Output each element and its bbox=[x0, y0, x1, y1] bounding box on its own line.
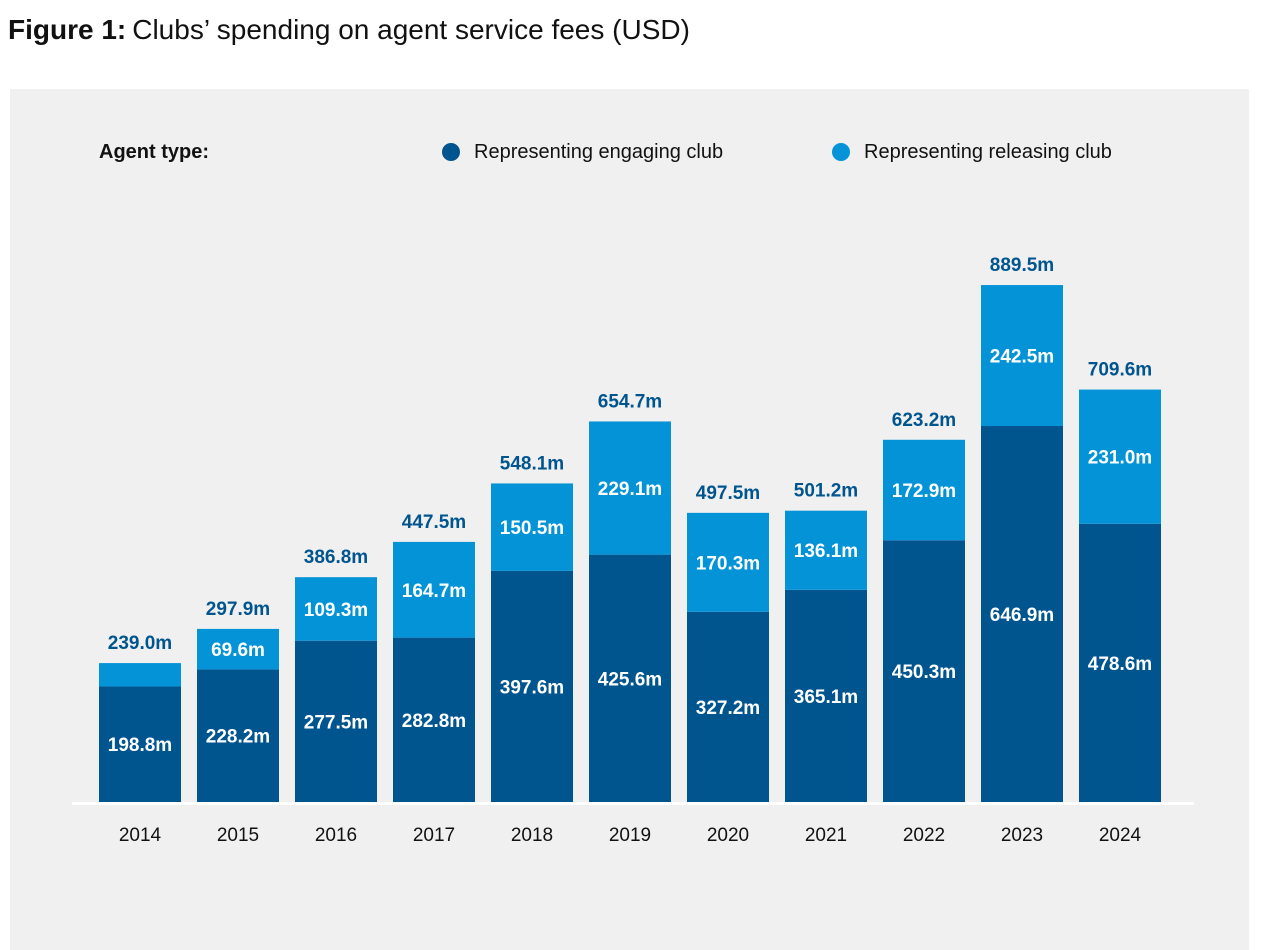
bar-releasing bbox=[491, 483, 573, 571]
bar-engaging bbox=[99, 686, 181, 802]
legend-swatch-releasing bbox=[832, 143, 850, 161]
bar-engaging bbox=[491, 570, 573, 802]
bar-releasing bbox=[687, 512, 769, 612]
bar-value-label: 109.3m bbox=[304, 600, 368, 621]
x-tick-label: 2016 bbox=[315, 825, 357, 846]
bar-releasing bbox=[589, 421, 671, 555]
bar-releasing bbox=[883, 439, 965, 541]
x-tick-label: 2021 bbox=[805, 825, 847, 846]
bar-releasing bbox=[295, 577, 377, 641]
bar-value-label: 646.9m bbox=[990, 605, 1054, 626]
bar-releasing bbox=[99, 663, 181, 687]
total-label: 623.2m bbox=[892, 410, 956, 431]
x-tick-label: 2020 bbox=[707, 825, 749, 846]
total-label: 654.7m bbox=[598, 391, 662, 412]
bar-value-label: 277.5m bbox=[304, 712, 368, 733]
bar-value-label: 450.3m bbox=[892, 662, 956, 683]
x-tick-label: 2017 bbox=[413, 825, 455, 846]
bar-value-label: 170.3m bbox=[696, 553, 760, 574]
figure-title: Figure 1: Clubs’ spending on agent servic… bbox=[8, 12, 690, 48]
bar-value-label: 164.7m bbox=[402, 581, 466, 602]
total-label: 497.5m bbox=[696, 483, 760, 504]
bar-engaging bbox=[981, 426, 1063, 802]
total-label: 239.0m bbox=[108, 633, 172, 654]
legend-label-engaging: Representing engaging club bbox=[474, 140, 724, 163]
bar-value-label: 231.0m bbox=[1088, 448, 1152, 469]
bar-value-label: 69.6m bbox=[211, 640, 265, 661]
bar-engaging bbox=[197, 669, 279, 802]
bar-value-label: 136.1m bbox=[794, 541, 858, 562]
bar-value-label: 397.6m bbox=[500, 677, 564, 698]
bar-value-label: 198.8m bbox=[108, 735, 172, 756]
x-tick-label: 2023 bbox=[1001, 825, 1043, 846]
figure-number: Figure 1: bbox=[8, 14, 127, 45]
legend-label-releasing: Representing releasing club bbox=[864, 140, 1112, 163]
bar-value-label: 478.6m bbox=[1088, 654, 1152, 675]
x-tick-label: 2022 bbox=[903, 825, 945, 846]
total-label: 447.5m bbox=[402, 512, 466, 533]
total-label: 548.1m bbox=[500, 453, 564, 474]
total-label: 297.9m bbox=[206, 599, 270, 620]
bar-engaging bbox=[785, 589, 867, 802]
bar-releasing bbox=[197, 628, 279, 670]
total-label: 889.5m bbox=[990, 255, 1054, 276]
total-label: 501.2m bbox=[794, 481, 858, 502]
bar-engaging bbox=[687, 611, 769, 802]
bar-value-label: 425.6m bbox=[598, 669, 662, 690]
figure-title-text: Clubs’ spending on agent service fees (U… bbox=[132, 14, 690, 45]
legend-swatch-engaging bbox=[442, 143, 460, 161]
x-tick-label: 2015 bbox=[217, 825, 259, 846]
bar-releasing bbox=[981, 285, 1063, 427]
total-label: 386.8m bbox=[304, 547, 368, 568]
bar-value-label: 365.1m bbox=[794, 687, 858, 708]
bar-value-label: 282.8m bbox=[402, 711, 466, 732]
bar-engaging bbox=[393, 637, 475, 802]
bar-releasing bbox=[785, 510, 867, 590]
x-tick-label: 2024 bbox=[1099, 825, 1142, 846]
total-label: 709.6m bbox=[1088, 360, 1152, 381]
bar-engaging bbox=[883, 540, 965, 802]
bar-engaging bbox=[1079, 523, 1161, 802]
bar-engaging bbox=[589, 554, 671, 802]
x-tick-label: 2018 bbox=[511, 825, 553, 846]
bar-value-label: 242.5m bbox=[990, 347, 1054, 368]
bar-releasing bbox=[393, 541, 475, 638]
legend-item-releasing: Representing releasing club bbox=[832, 139, 1112, 165]
bar-releasing bbox=[1079, 389, 1161, 524]
x-tick-label: 2014 bbox=[119, 825, 162, 846]
x-tick-label: 2019 bbox=[609, 825, 651, 846]
bar-value-label: 229.1m bbox=[598, 479, 662, 500]
bar-value-label: 327.2m bbox=[696, 698, 760, 719]
bar-value-label: 150.5m bbox=[500, 518, 564, 539]
legend-title: Agent type: bbox=[99, 141, 209, 163]
bar-engaging bbox=[295, 640, 377, 802]
legend-item-engaging: Representing engaging club bbox=[442, 139, 723, 165]
bar-value-label: 172.9m bbox=[892, 481, 956, 502]
bar-value-label: 228.2m bbox=[206, 727, 270, 748]
